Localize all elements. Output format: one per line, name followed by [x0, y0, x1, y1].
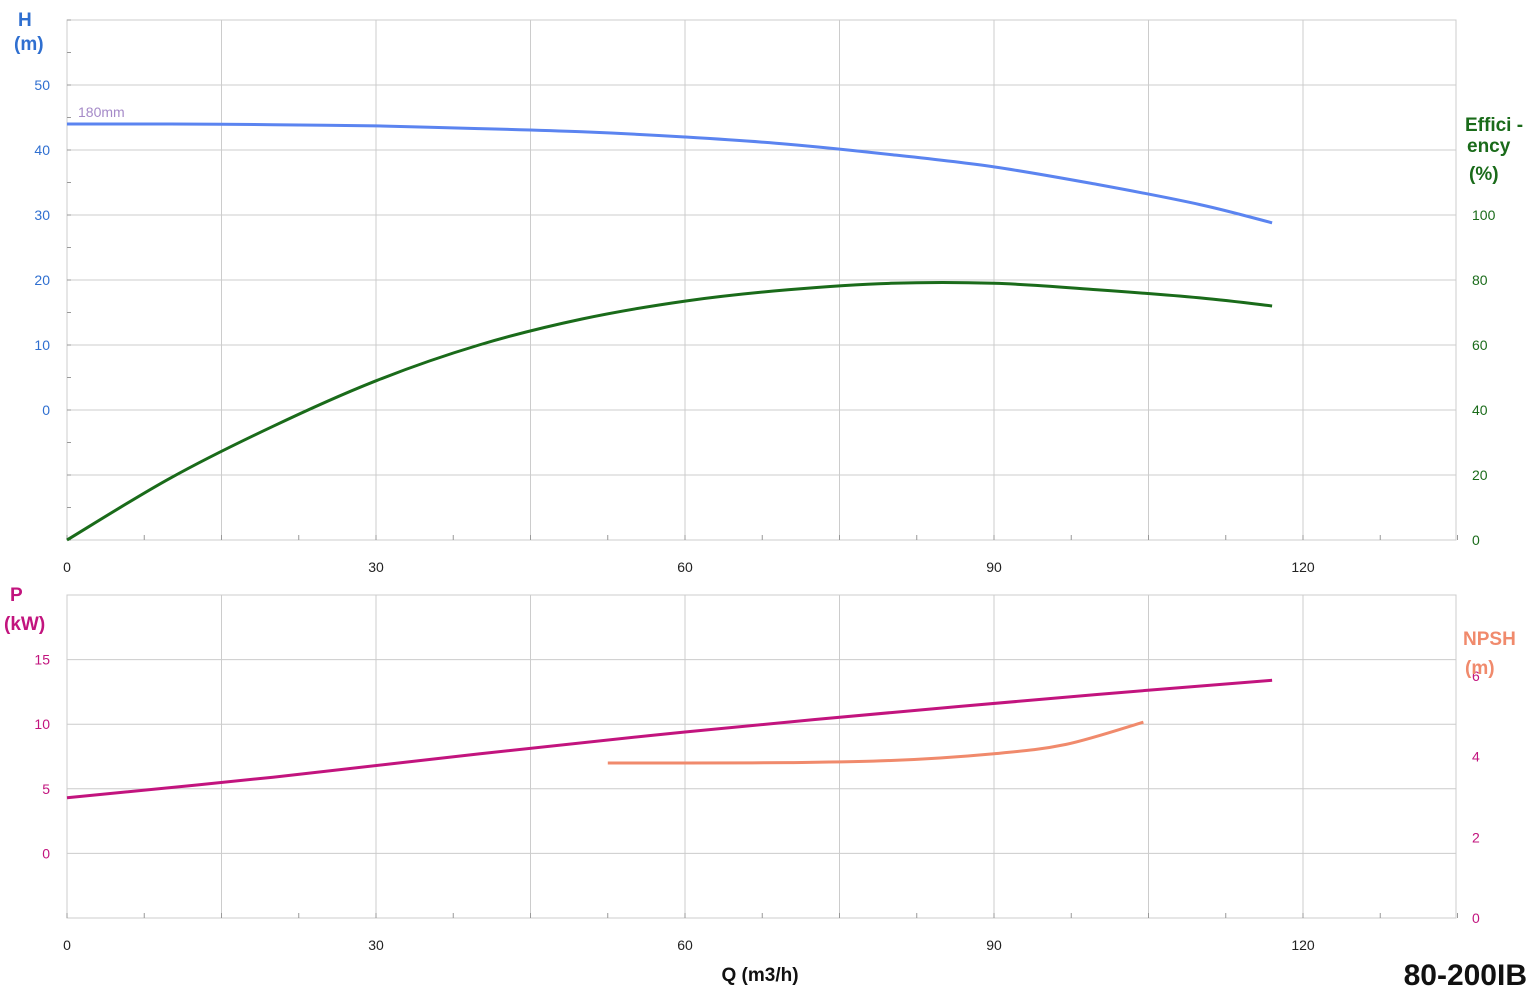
efficiency-axis-title-line2: ency	[1467, 136, 1511, 157]
power-tick-label: 5	[42, 781, 50, 797]
power-tick-label: 15	[34, 652, 50, 668]
top-x-tick-label: 60	[677, 559, 693, 575]
chart-marks: 0030306060909012012001020304050020406080…	[34, 77, 1495, 953]
power-axis-title-line2: (kW)	[4, 614, 45, 635]
head-tick-label: 30	[34, 207, 50, 223]
efficiency-tick-label: 40	[1472, 402, 1488, 418]
bottom-chart-grid	[66, 594, 1458, 919]
efficiency-axis-title-line1: Effici -	[1465, 115, 1523, 136]
head-tick-label: 10	[34, 337, 50, 353]
top-x-tick-label: 30	[368, 559, 384, 575]
pump-model-label: 80-200IB	[1404, 959, 1527, 992]
head-tick-label: 0	[42, 402, 50, 418]
head-tick-label: 20	[34, 272, 50, 288]
bottom-x-tick-label: 30	[368, 937, 384, 953]
efficiency-tick-label: 0	[1472, 532, 1480, 548]
head-axis-title-line2: (m)	[14, 34, 44, 55]
power-axis-title-line1: P	[10, 585, 23, 606]
top-x-tick-label: 0	[63, 559, 71, 575]
bottom-plot-frame	[66, 594, 1457, 919]
top-chart-grid	[66, 19, 1458, 541]
efficiency-tick-label: 80	[1472, 272, 1488, 288]
x-axis-label: Q (m3/h)	[721, 965, 798, 986]
power-tick-label: 0	[42, 845, 50, 861]
efficiency-tick-label: 20	[1472, 467, 1488, 483]
head-axis-title-line1: H	[18, 10, 32, 31]
bottom-x-tick-label: 60	[677, 937, 693, 953]
efficiency-tick-label: 100	[1472, 207, 1496, 223]
impeller-diameter-label: 180mm	[78, 104, 125, 120]
efficiency-curve-series-line	[66, 280, 1273, 542]
npsh-curve-series-line	[607, 720, 1144, 765]
top-x-tick-label: 90	[986, 559, 1002, 575]
efficiency-axis-title-line3: (%)	[1469, 164, 1499, 185]
npsh-tick-label: 4	[1472, 749, 1480, 765]
efficiency-tick-label: 60	[1472, 337, 1488, 353]
bottom-x-tick-label: 0	[63, 937, 71, 953]
power-tick-label: 10	[34, 716, 50, 732]
npsh-tick-label: 2	[1472, 829, 1480, 845]
power-curve-series-line	[66, 678, 1273, 800]
npsh-tick-label: 0	[1472, 910, 1480, 926]
head-tick-label: 50	[34, 77, 50, 93]
head-curve-series-line	[66, 122, 1273, 225]
top-x-tick-label: 120	[1291, 559, 1315, 575]
npsh-axis-title-line2: (m)	[1465, 658, 1495, 679]
npsh-axis-title-line1: NPSH	[1463, 629, 1516, 650]
bottom-x-tick-label: 90	[986, 937, 1002, 953]
bottom-x-tick-label: 120	[1291, 937, 1315, 953]
head-tick-label: 40	[34, 142, 50, 158]
npsh-tick-label: 6	[1472, 668, 1480, 684]
